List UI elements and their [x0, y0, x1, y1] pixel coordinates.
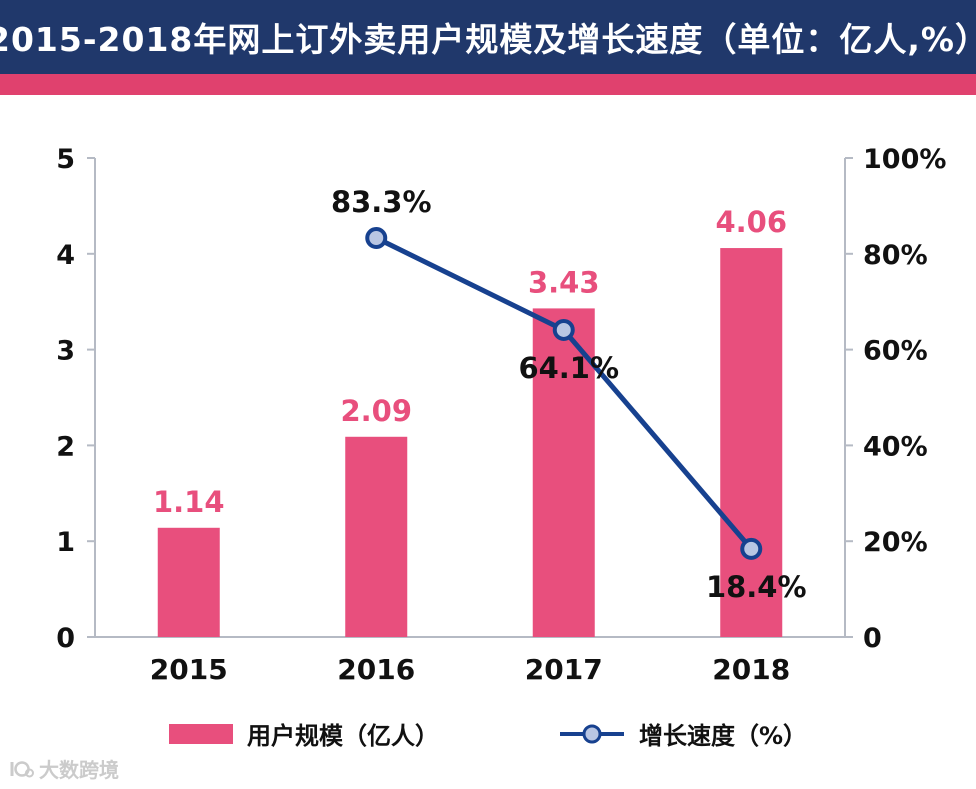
right-axis-tick-label: 20%: [863, 527, 928, 558]
bar: [157, 527, 220, 637]
right-axis-tick-label: 40%: [863, 431, 928, 462]
legend-item-users: 用户规模（亿人）: [168, 716, 439, 751]
watermark-logo-icon: [10, 760, 34, 777]
left-axis-tick-label: 1: [56, 527, 75, 558]
bar-value-label: 4.06: [715, 205, 787, 239]
watermark-text: 大数跨境: [39, 758, 119, 782]
watermark: 大数跨境: [8, 754, 119, 783]
bar: [345, 436, 408, 637]
legend-label-growth: 增长速度（%）: [638, 722, 808, 750]
left-axis-tick-label: 5: [56, 144, 75, 175]
right-axis-tick-label: 80%: [863, 240, 928, 271]
bar-value-label: 3.43: [528, 265, 600, 299]
left-axis-tick-label: 3: [56, 336, 75, 367]
x-axis-category-label: 2015: [150, 653, 228, 686]
right-axis-tick-label: 100%: [863, 144, 946, 175]
line-value-label: 64.1%: [518, 351, 619, 385]
left-axis-tick-label: 2: [56, 431, 75, 462]
x-axis-category-label: 2018: [712, 653, 790, 686]
page-title: 2015-2018年网上订外卖用户规模及增长速度（单位：亿人,%）: [0, 20, 976, 59]
line-point-marker: [365, 226, 388, 249]
accent-strip: [0, 74, 976, 95]
line-value-label: 83.3%: [331, 185, 432, 219]
right-axis-tick-label: 60%: [863, 336, 928, 367]
bar-value-label: 2.09: [340, 394, 412, 428]
chart-legend: 用户规模（亿人） 增长速度（%）: [0, 716, 976, 751]
left-axis-tick-label: 0: [56, 623, 75, 654]
right-axis-tick-label: 0: [863, 623, 882, 654]
line-swatch-icon: [559, 724, 624, 743]
line-point-marker: [740, 537, 763, 560]
bar: [532, 308, 595, 637]
bar-value-label: 1.14: [153, 485, 225, 519]
legend-label-users: 用户规模（亿人）: [246, 722, 439, 750]
left-axis-tick-label: 4: [56, 240, 75, 271]
chart-title-bar: 2015-2018年网上订外卖用户规模及增长速度（单位：亿人,%）: [0, 0, 976, 74]
bar-swatch-icon: [168, 723, 233, 744]
line-point-marker: [552, 318, 575, 341]
x-axis-category-label: 2016: [337, 653, 415, 686]
line-value-label: 18.4%: [706, 570, 807, 604]
legend-item-growth: 增长速度（%）: [559, 716, 807, 751]
x-axis-category-label: 2017: [525, 653, 603, 686]
bar: [720, 248, 783, 637]
